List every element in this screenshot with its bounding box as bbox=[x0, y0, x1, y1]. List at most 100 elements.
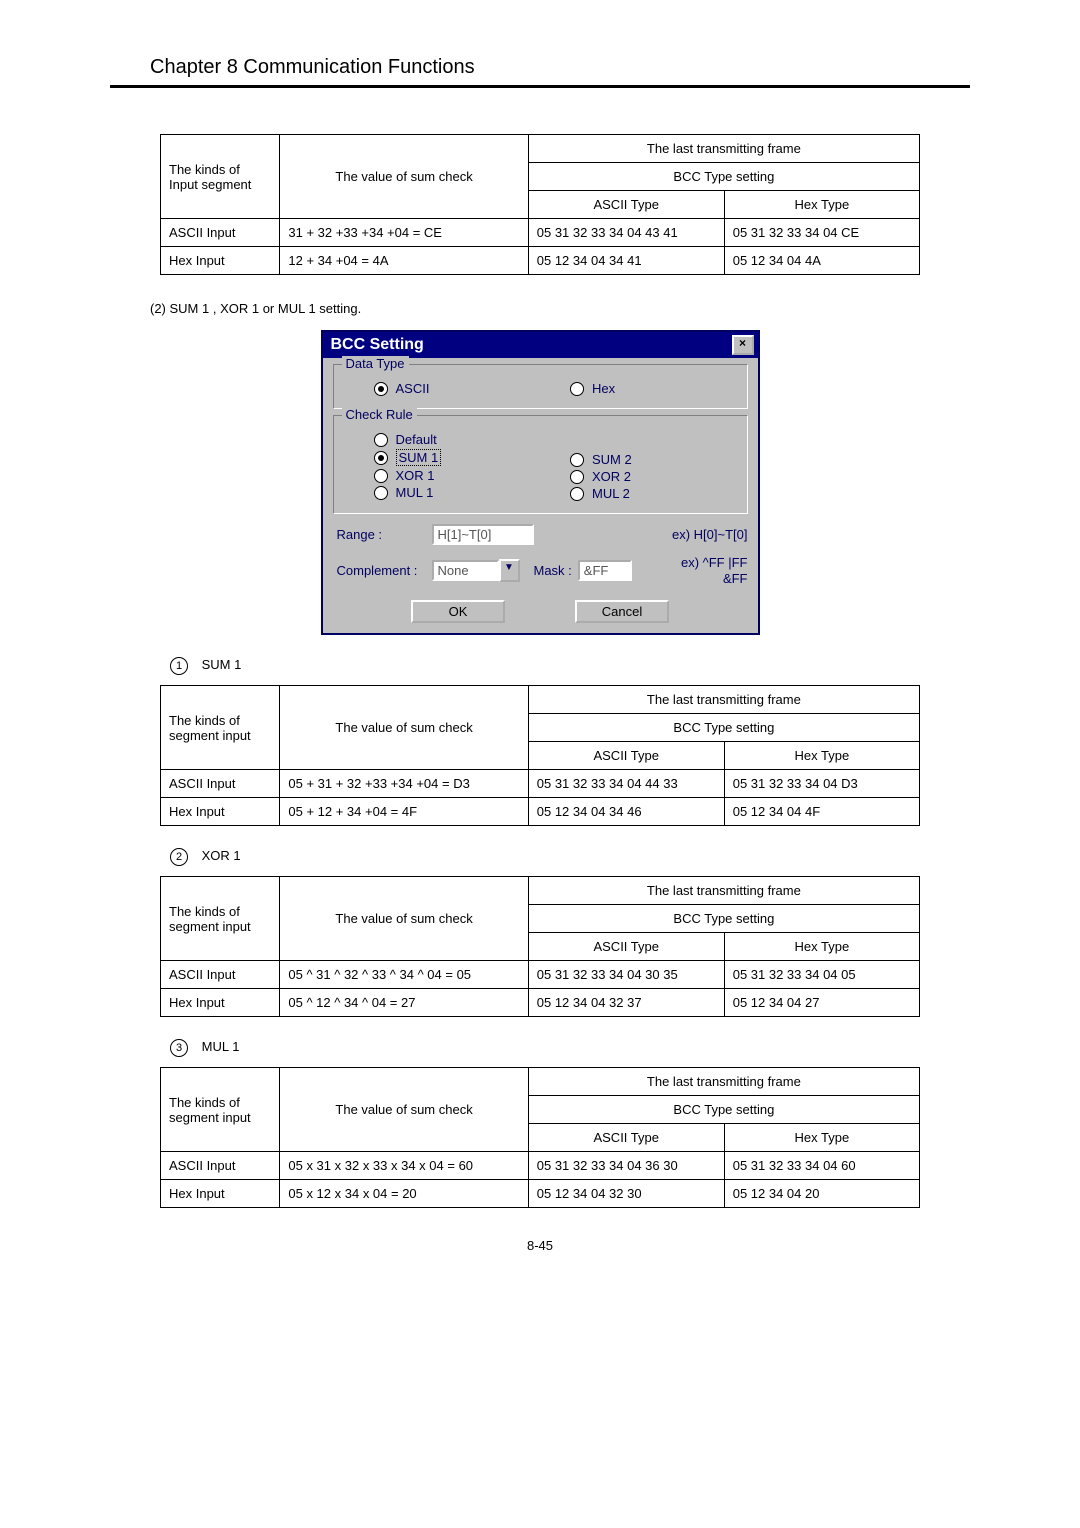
range-label: Range : bbox=[337, 527, 432, 542]
th-value: The value of sum check bbox=[280, 686, 528, 770]
th-bcc: BCC Type setting bbox=[528, 714, 919, 742]
radio-dot-icon bbox=[374, 486, 388, 500]
radio-sum2[interactable]: SUM 2 bbox=[570, 452, 737, 467]
th-frame: The last transmitting frame bbox=[528, 877, 919, 905]
cell-kind: Hex Input bbox=[161, 989, 280, 1017]
table-xor1: The kinds of segment input The value of … bbox=[160, 876, 920, 1017]
range-input[interactable]: H[1]~T[0] bbox=[432, 524, 534, 545]
chapter-title: Chapter 8 Communication Functions bbox=[150, 56, 970, 79]
group-legend: Data Type bbox=[342, 356, 409, 371]
radio-hex[interactable]: Hex bbox=[570, 381, 737, 396]
radio-label: ASCII bbox=[396, 381, 430, 396]
radio-dot-icon bbox=[570, 470, 584, 484]
dialog-titlebar: BCC Setting × bbox=[323, 332, 758, 358]
th-ascii: ASCII Type bbox=[528, 933, 724, 961]
th-ascii: ASCII Type bbox=[528, 1124, 724, 1152]
cell-h: 05 31 32 33 34 04 05 bbox=[724, 961, 919, 989]
radio-sum1[interactable]: SUM 1 bbox=[374, 449, 541, 466]
radio-xor2[interactable]: XOR 2 bbox=[570, 469, 737, 484]
th-frame: The last transmitting frame bbox=[528, 135, 919, 163]
cell-a: 05 31 32 33 34 04 44 33 bbox=[528, 770, 724, 798]
table-row: Hex Input 05 + 12 + 34 +04 = 4F 05 12 34… bbox=[161, 798, 920, 826]
radio-label: Default bbox=[396, 432, 437, 447]
radio-mul1[interactable]: MUL 1 bbox=[374, 485, 541, 500]
mask-example2: &FF bbox=[723, 571, 748, 586]
cell-val: 05 x 31 x 32 x 33 x 34 x 04 = 60 bbox=[280, 1152, 528, 1180]
circled-number-icon: 1 bbox=[170, 657, 188, 675]
th-value: The value of sum check bbox=[280, 1068, 528, 1152]
radio-label: Hex bbox=[592, 381, 615, 396]
close-icon[interactable]: × bbox=[732, 335, 754, 355]
radio-label: MUL 1 bbox=[396, 485, 434, 500]
radio-dot-icon bbox=[570, 382, 584, 396]
heading-xor1: 2 XOR 1 bbox=[170, 848, 970, 866]
cell-val: 05 x 12 x 34 x 04 = 20 bbox=[280, 1180, 528, 1208]
mask-input[interactable]: &FF bbox=[578, 560, 632, 581]
cell-h: 05 12 34 04 27 bbox=[724, 989, 919, 1017]
cell-kind: ASCII Input bbox=[161, 1152, 280, 1180]
group-legend: Check Rule bbox=[342, 407, 417, 422]
cell-h: 05 12 34 04 4A bbox=[724, 247, 919, 275]
group-check-rule: Check Rule Default SUM 1 XOR bbox=[333, 415, 748, 514]
range-example: ex) H[0]~T[0] bbox=[672, 527, 748, 542]
th-bcc-type: BCC Type setting bbox=[528, 163, 919, 191]
th-kinds: The kinds of segment input bbox=[161, 1068, 280, 1152]
bcc-setting-dialog: BCC Setting × Data Type ASCII bbox=[321, 330, 760, 635]
ok-button[interactable]: OK bbox=[411, 600, 505, 623]
th-frame: The last transmitting frame bbox=[528, 686, 919, 714]
cell-val: 05 + 31 + 32 +33 +34 +04 = D3 bbox=[280, 770, 528, 798]
th-hex: Hex Type bbox=[724, 1124, 919, 1152]
radio-mul2[interactable]: MUL 2 bbox=[570, 486, 737, 501]
th-value: The value of sum check bbox=[280, 877, 528, 961]
mask-example1: ex) ^FF |FF bbox=[681, 555, 748, 570]
cell-kind: ASCII Input bbox=[161, 219, 280, 247]
table-row: Hex Input 05 ^ 12 ^ 34 ^ 04 = 27 05 12 3… bbox=[161, 989, 920, 1017]
cell-a: 05 31 32 33 34 04 36 30 bbox=[528, 1152, 724, 1180]
table-intro: The kinds of Input segment The value of … bbox=[160, 134, 920, 275]
radio-label: SUM 1 bbox=[396, 449, 442, 466]
dialog-title: BCC Setting bbox=[331, 336, 424, 354]
radio-label: XOR 1 bbox=[396, 468, 435, 483]
th-hex: Hex Type bbox=[724, 933, 919, 961]
cell-val: 05 ^ 12 ^ 34 ^ 04 = 27 bbox=[280, 989, 528, 1017]
table-row: ASCII Input 05 ^ 31 ^ 32 ^ 33 ^ 34 ^ 04 … bbox=[161, 961, 920, 989]
cell-a: 05 12 34 04 32 30 bbox=[528, 1180, 724, 1208]
heading-label: MUL 1 bbox=[202, 1039, 240, 1054]
cell-kind: Hex Input bbox=[161, 1180, 280, 1208]
radio-ascii[interactable]: ASCII bbox=[374, 381, 541, 396]
cancel-button[interactable]: Cancel bbox=[575, 600, 669, 623]
table-row: ASCII Input 05 x 31 x 32 x 33 x 34 x 04 … bbox=[161, 1152, 920, 1180]
heading-sum1: 1 SUM 1 bbox=[170, 657, 970, 675]
header-rule bbox=[110, 85, 970, 88]
th-frame: The last transmitting frame bbox=[528, 1068, 919, 1096]
table-row: ASCII Input 05 + 31 + 32 +33 +34 +04 = D… bbox=[161, 770, 920, 798]
radio-label: MUL 2 bbox=[592, 486, 630, 501]
radio-dot-icon bbox=[374, 469, 388, 483]
table-row: Hex Input 12 + 34 +04 = 4A 05 12 34 04 3… bbox=[161, 247, 920, 275]
heading-label: XOR 1 bbox=[202, 848, 241, 863]
cell-h: 05 31 32 33 34 04 D3 bbox=[724, 770, 919, 798]
cell-a: 05 31 32 33 34 04 43 41 bbox=[528, 219, 724, 247]
radio-default[interactable]: Default bbox=[374, 432, 541, 447]
chevron-down-icon[interactable]: ▼ bbox=[499, 559, 520, 582]
mask-label: Mask : bbox=[534, 563, 572, 578]
caption-sum-xor-mul: (2) SUM 1 , XOR 1 or MUL 1 setting. bbox=[150, 301, 970, 316]
heading-mul1: 3 MUL 1 bbox=[170, 1039, 970, 1057]
radio-label: XOR 2 bbox=[592, 469, 631, 484]
th-kinds: The kinds of Input segment bbox=[161, 135, 280, 219]
circled-number-icon: 3 bbox=[170, 1039, 188, 1057]
table-sum1: The kinds of segment input The value of … bbox=[160, 685, 920, 826]
cell-a: 05 12 34 04 34 46 bbox=[528, 798, 724, 826]
cell-h: 05 12 34 04 20 bbox=[724, 1180, 919, 1208]
cell-val: 05 ^ 31 ^ 32 ^ 33 ^ 34 ^ 04 = 05 bbox=[280, 961, 528, 989]
cell-kind: Hex Input bbox=[161, 247, 280, 275]
heading-label: SUM 1 bbox=[202, 657, 242, 672]
table-row: Hex Input 05 x 12 x 34 x 04 = 20 05 12 3… bbox=[161, 1180, 920, 1208]
table-row: ASCII Input 31 + 32 +33 +34 +04 = CE 05 … bbox=[161, 219, 920, 247]
cell-val: 05 + 12 + 34 +04 = 4F bbox=[280, 798, 528, 826]
complement-select[interactable]: None bbox=[432, 560, 499, 581]
cell-kind: ASCII Input bbox=[161, 961, 280, 989]
radio-xor1[interactable]: XOR 1 bbox=[374, 468, 541, 483]
radio-label: SUM 2 bbox=[592, 452, 632, 467]
radio-dot-icon bbox=[374, 451, 388, 465]
